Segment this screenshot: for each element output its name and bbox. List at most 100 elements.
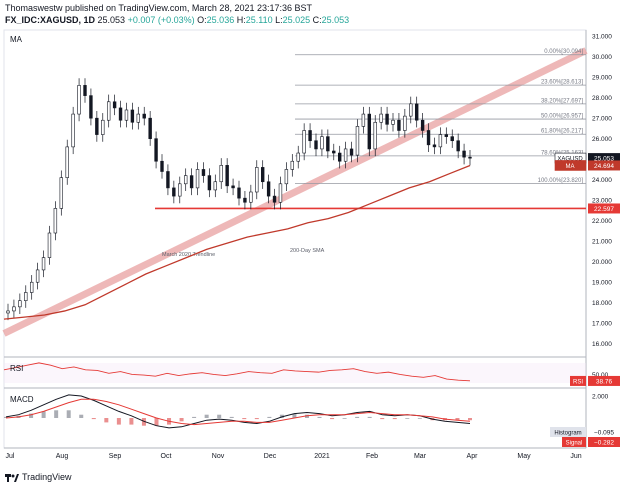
candle-body [6,310,10,314]
macd-histogram-bar [79,414,84,418]
price-tick-label: 26.000 [592,136,612,143]
macd-histogram-bar [342,418,347,419]
candle-body [255,167,259,193]
candle-body [391,119,395,125]
candle-body [420,119,425,131]
macd-histogram-bar [405,418,410,419]
macd-histogram-bar [392,418,397,420]
candle-body [53,208,58,234]
candle-body [343,148,348,162]
time-tick-label: Mar [414,453,427,460]
candle-body [367,113,372,150]
trendline-annotation: March 2020 Trendline [162,252,215,258]
price-tick-label: 24.000 [592,177,612,184]
candle-body [260,167,265,183]
tradingview-logo[interactable]: TradingView [5,472,72,482]
macd-panel-title: MACD [10,395,34,404]
candle-body [207,175,212,191]
candle-body [462,150,466,158]
macd-histogram-bar [317,416,322,418]
macd-histogram-bar [217,414,222,418]
macd-histogram-bar [367,416,372,418]
candle-body [349,148,354,156]
fib-level-label: 61.80%[26.217] [541,129,583,135]
histogram-tag-name: Histogram [554,431,581,437]
fib-level-label: 23.60%[28.613] [541,80,583,86]
macd-histogram-bar [279,414,284,418]
price-tick-label: 18.000 [592,300,612,307]
price-tick-label: 21.000 [592,239,612,246]
candle-body [397,119,401,131]
open-value: 25.036 [206,15,235,25]
candle-body [201,169,206,176]
price-tick-label: 20.000 [592,259,612,266]
macd-histogram-bar [417,418,422,419]
march-2020-trendline [2,47,588,337]
low-label: L: [275,15,283,25]
macd-histogram-bar [104,418,109,423]
rsi-tag-value: 38.76 [596,378,613,385]
price-change: +0.007 (+0.03%) [127,15,195,25]
signal-tag-value-box [588,437,620,447]
candle-body [83,85,87,96]
price-tick-label: 27.000 [592,116,612,123]
candle-body [124,109,129,121]
candle-body [154,138,158,162]
fib-level-label: 38.20%[27.697] [541,98,583,104]
chart-canvas[interactable]: 31.000 30.000 29.000 28.000 27.000 26.000 25.0… [0,0,624,470]
macd-line [5,394,471,429]
candle-body [296,152,300,162]
time-tick-label: Feb [366,453,378,460]
candle-body [24,292,28,301]
rsi-panel-title: RSI [10,364,23,373]
open-label: O: [197,15,207,25]
price-tick-label: 17.000 [592,321,612,328]
candle-body [266,181,271,197]
price-tag-value: 25.053 [594,156,614,163]
high-label: H: [236,15,246,25]
candle-body [77,85,81,115]
candle-body [249,191,253,203]
candle-body [95,117,99,135]
time-tick-label: Aug [56,453,69,460]
candle-body [178,183,182,197]
macd-histogram-bar [455,418,460,421]
symbol[interactable]: FX_IDC:XAGUSD, 1D [5,15,96,25]
last-price: 25.053 [97,15,126,25]
macd-histogram-bar [192,416,197,418]
candle-body [403,115,407,131]
price-tick-label: 16.000 [592,341,612,348]
macd-histogram-bar [204,414,209,418]
rsi-tag-value-box [588,375,620,386]
candle-body [278,183,283,203]
time-tick-label: Sep [109,453,122,460]
tradingview-brand: TradingView [22,472,72,482]
macd-histogram-bar [29,413,34,418]
candle-body [379,113,383,123]
candle-body [272,195,277,203]
candle-body [106,101,111,121]
histogram-tag-value: −0.095 [594,430,614,437]
price-tick-label: 23.000 [592,198,612,205]
macd-histogram-bar [304,414,309,418]
macd-histogram-bar [54,410,59,418]
rsi-tag-name: RSI [573,379,583,385]
candle-body [148,117,152,139]
macd-histogram-bar [292,413,297,418]
candle-body [219,165,223,183]
macd-histogram-bar [229,416,234,418]
high-value: 25.110 [245,15,273,25]
candle-body [409,103,413,117]
signal-tag-name-box [562,437,586,447]
candle-body [320,136,324,150]
time-tick-label: Jul [6,453,15,460]
macd-histogram-bar [468,418,472,421]
candle-body [444,134,449,137]
rsi-band [4,363,586,383]
macd-histogram-bar [355,416,360,418]
candle-body [41,257,46,271]
time-tick-label: Apr [467,453,479,460]
candle-body [361,113,366,127]
macd-histogram-bar [254,418,259,420]
candle-body [71,113,75,148]
